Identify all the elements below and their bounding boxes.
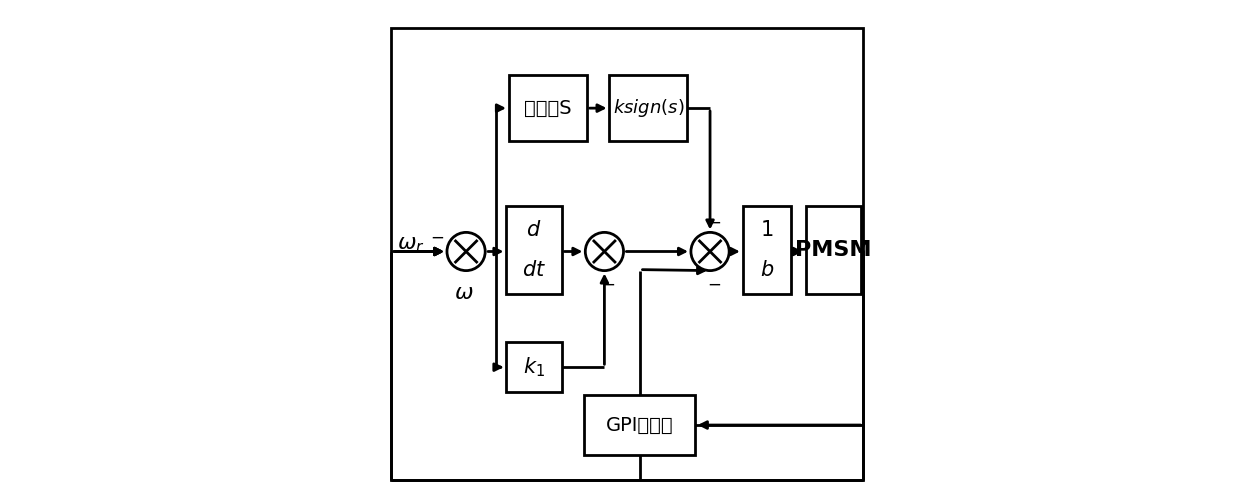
Bar — [509, 75, 587, 141]
Circle shape — [585, 232, 623, 271]
Bar — [507, 206, 561, 294]
Text: $k_1$: $k_1$ — [523, 356, 545, 379]
Text: $-$: $-$ — [601, 274, 616, 292]
Text: $\omega$: $\omega$ — [453, 283, 473, 303]
Text: $d$: $d$ — [527, 220, 541, 240]
Text: GPI观测器: GPI观测器 — [606, 415, 674, 435]
Bar — [585, 395, 695, 455]
Text: $b$: $b$ — [760, 261, 773, 280]
Circle shape — [447, 232, 486, 271]
Bar — [507, 342, 561, 392]
Text: $1$: $1$ — [760, 220, 773, 240]
Text: PMSM: PMSM — [795, 240, 871, 260]
Text: $-$: $-$ — [706, 212, 721, 230]
Bar — [742, 206, 790, 294]
Bar — [805, 206, 861, 294]
Text: $\omega_r$: $\omega_r$ — [396, 235, 425, 256]
Text: $-$: $-$ — [706, 274, 721, 292]
Circle shape — [691, 232, 730, 271]
Text: $-$: $-$ — [430, 227, 445, 245]
Text: $dt$: $dt$ — [522, 261, 546, 280]
Text: $ksign(s)$: $ksign(s)$ — [612, 97, 684, 119]
Text: 滑模面S: 滑模面S — [524, 99, 571, 118]
Bar — [610, 75, 688, 141]
